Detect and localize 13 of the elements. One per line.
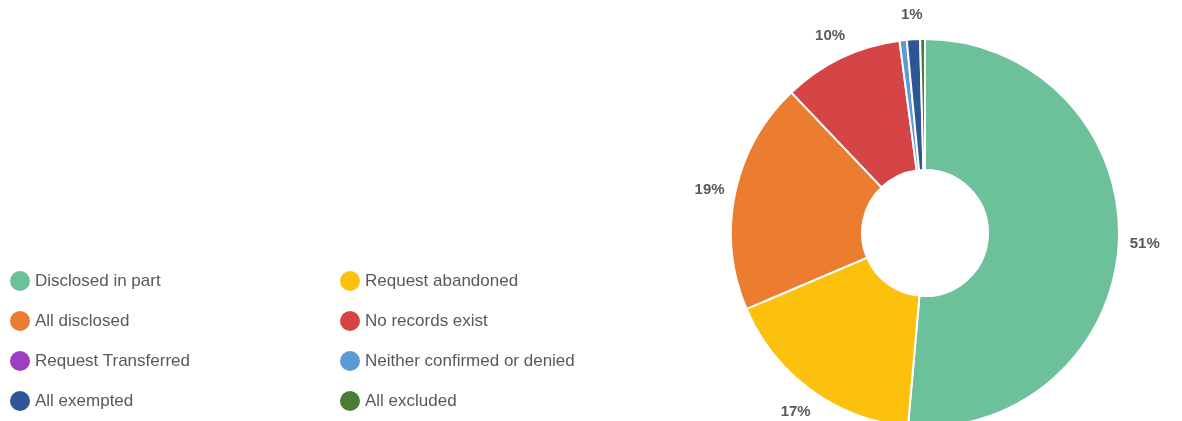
legend-label: Neither confirmed or denied [365, 351, 575, 371]
data-label: 51% [1129, 234, 1160, 252]
data-label: 17% [780, 402, 811, 420]
legend-label: All exempted [35, 391, 134, 411]
legend-label: Disclosed in part [35, 271, 161, 291]
legend-label: Request abandoned [365, 271, 519, 291]
legend-label: All excluded [365, 391, 457, 411]
data-label: 10% [815, 26, 846, 44]
legend-label: No records exist [365, 311, 488, 331]
legend-label: All disclosed [35, 311, 130, 331]
data-label: 1% [901, 4, 923, 22]
legend-label: Request Transferred [35, 351, 190, 371]
data-label: 19% [694, 179, 725, 197]
